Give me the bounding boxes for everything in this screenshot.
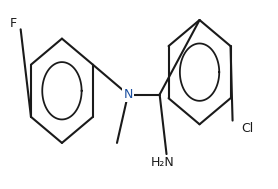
Text: Cl: Cl xyxy=(241,122,253,135)
Text: N: N xyxy=(123,88,133,101)
Text: F: F xyxy=(10,17,17,30)
Text: H₂N: H₂N xyxy=(150,156,174,169)
